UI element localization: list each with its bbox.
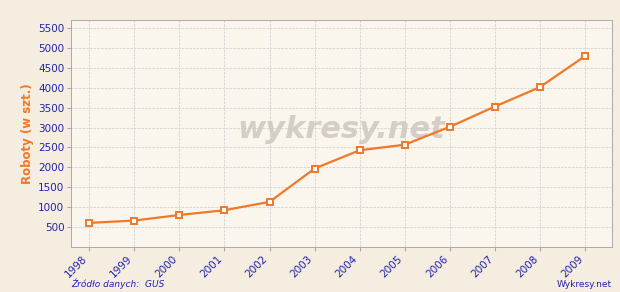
Y-axis label: Roboty (w szt.): Roboty (w szt.) [21, 83, 34, 184]
Text: Źródło danych:  GUS: Źródło danych: GUS [71, 279, 165, 289]
Text: wykresy.net: wykresy.net [237, 114, 446, 144]
Text: Wykresy.net: Wykresy.net [557, 280, 612, 289]
